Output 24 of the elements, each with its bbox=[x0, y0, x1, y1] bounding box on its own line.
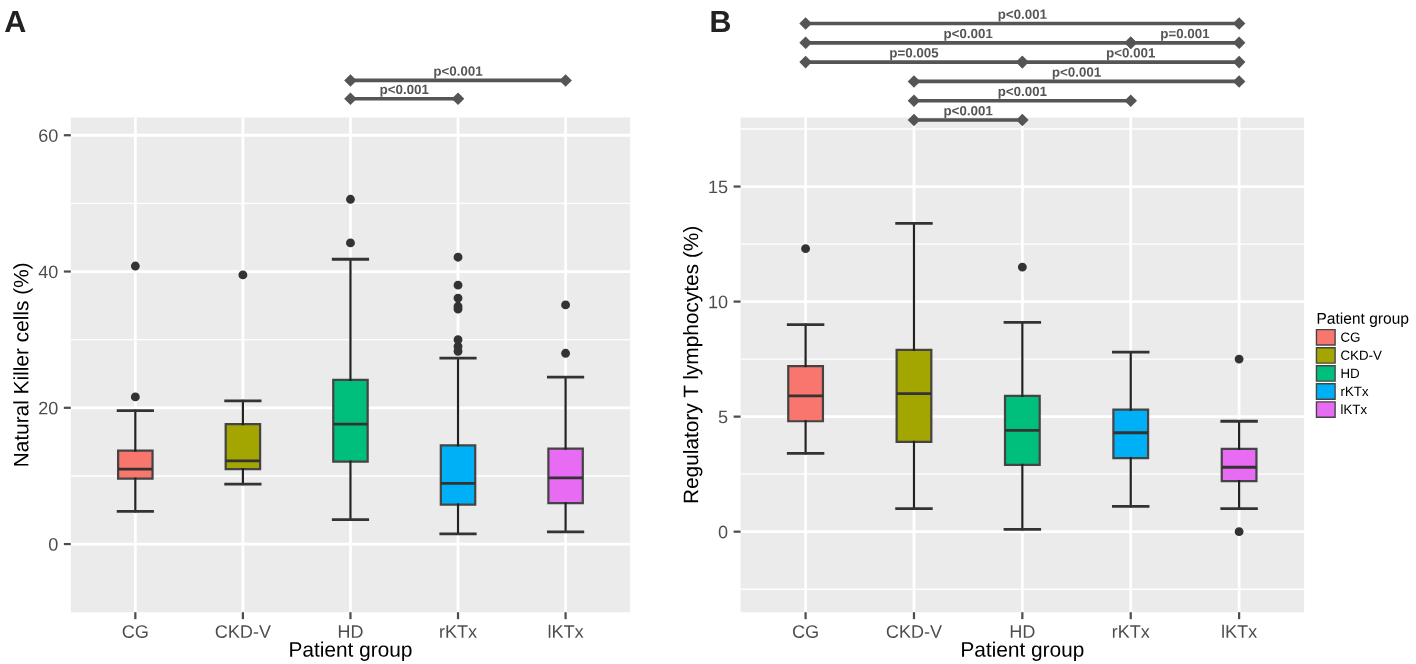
y-tick-label: 5 bbox=[718, 410, 728, 424]
y-tick-label: 15 bbox=[709, 180, 728, 194]
x-tick-label: CKD-V bbox=[886, 625, 942, 638]
y-tick-label: 10 bbox=[709, 295, 728, 309]
chart-title: B bbox=[711, 11, 731, 33]
x-tick-label: lKTx bbox=[1222, 624, 1257, 638]
y-tick-label: 60 bbox=[39, 129, 58, 142]
y-axis-title: Natural Killer cells (%) bbox=[13, 263, 33, 466]
x-axis-title: Patient group bbox=[962, 641, 1084, 661]
x-tick-label: rKTx bbox=[1112, 625, 1150, 638]
y-tick-label: 20 bbox=[39, 401, 58, 415]
x-tick-label: lKTx bbox=[548, 624, 584, 638]
x-axis-title: Patient group bbox=[290, 641, 412, 661]
x-tick-label: CG bbox=[792, 625, 818, 638]
x-tick-label: HD bbox=[1010, 625, 1035, 638]
y-tick-label: 0 bbox=[718, 525, 728, 539]
chart-title: A bbox=[5, 11, 26, 33]
x-tick-label: CKD-V bbox=[215, 625, 271, 638]
y-axis-title: Regulatory T lymphocytes (%) bbox=[683, 227, 703, 503]
x-tick-label: CG bbox=[122, 625, 148, 638]
y-tick-label: 0 bbox=[48, 538, 58, 551]
y-tick-label: 40 bbox=[38, 265, 58, 279]
x-tick-label: HD bbox=[338, 625, 363, 638]
x-tick-label: rKTx bbox=[440, 625, 477, 638]
